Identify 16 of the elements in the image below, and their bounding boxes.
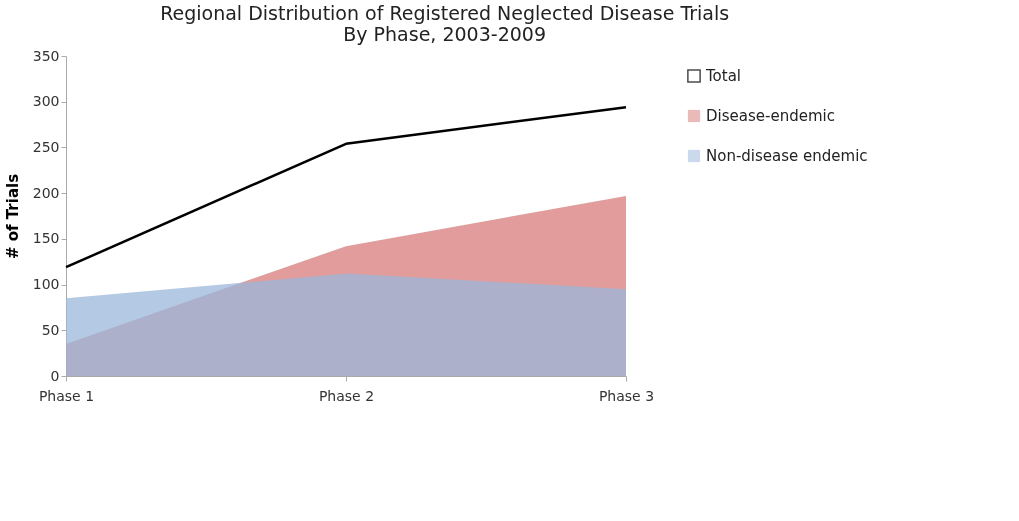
y-tick-label: 150 — [32, 230, 60, 247]
legend-label: Total — [705, 67, 742, 85]
y-tick-label: 200 — [32, 184, 60, 201]
y-tick-label: 250 — [32, 138, 60, 155]
y-tick-label: 0 — [50, 367, 60, 384]
chart-title: Regional Distribution of Registered Neglected Disease Trials By Phase, 2003-2009 — [160, 2, 730, 45]
y-tick-label: 100 — [32, 276, 60, 293]
y-tick-label: 300 — [32, 93, 60, 110]
x-tick-label: Phase 1 — [38, 387, 95, 404]
y-tick-label: 350 — [32, 47, 60, 64]
x-tick-label: Phase 2 — [318, 387, 375, 404]
x-tick-label: Phase 3 — [598, 387, 655, 404]
y-tick-label: 50 — [41, 321, 60, 338]
legend-label: Disease-endemic — [706, 107, 835, 125]
y-axis-title: # of Trials — [3, 173, 22, 260]
legend-label: Non-disease endemic — [706, 147, 868, 165]
